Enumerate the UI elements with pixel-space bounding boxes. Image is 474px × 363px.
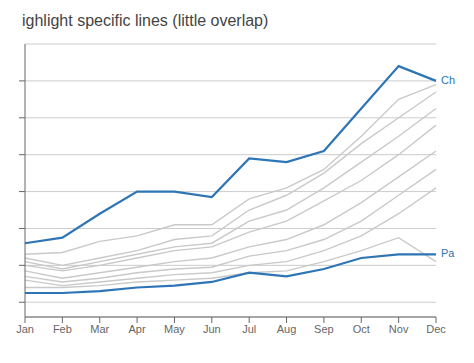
svg-text:Feb: Feb: [53, 323, 72, 335]
svg-text:Jan: Jan: [16, 323, 34, 335]
svg-text:Jul: Jul: [242, 323, 256, 335]
svg-text:Nov: Nov: [389, 323, 409, 335]
svg-text:Mar: Mar: [90, 323, 109, 335]
svg-text:Ch: Ch: [441, 74, 455, 86]
svg-text:Apr: Apr: [129, 323, 146, 335]
html-text:ighlight specific lines (littl: ighlight specific lines (little overlap): [22, 12, 269, 29]
svg-text:Pa: Pa: [441, 247, 455, 259]
svg-text:Dec: Dec: [426, 323, 446, 335]
svg-text:May: May: [164, 323, 185, 335]
svg-text:Jun: Jun: [203, 323, 221, 335]
svg-text:Aug: Aug: [277, 323, 297, 335]
svg-text:Oct: Oct: [353, 323, 370, 335]
svg-text:Sep: Sep: [314, 323, 334, 335]
